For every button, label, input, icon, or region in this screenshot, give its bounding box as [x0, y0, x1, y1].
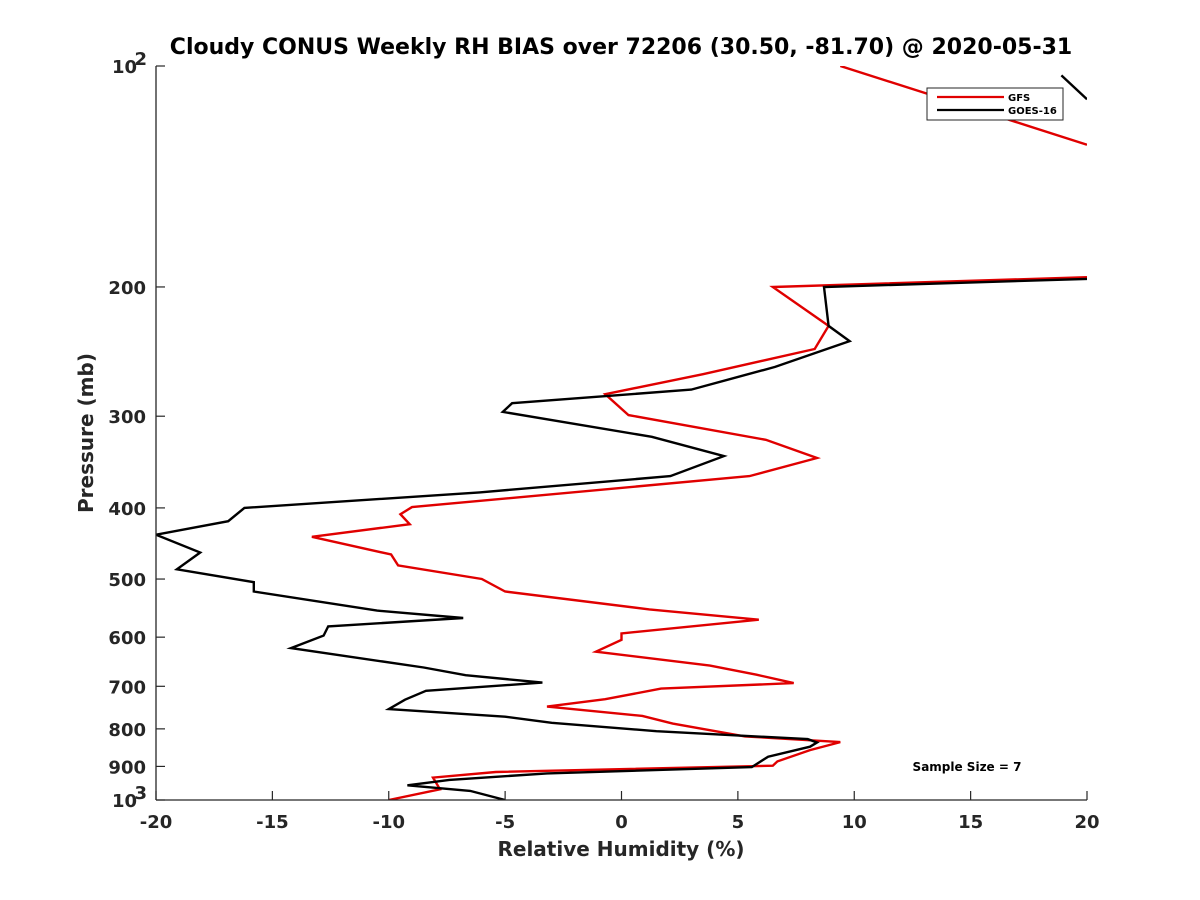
x-tick-label: 15	[958, 812, 983, 833]
y-tick-label: 10	[112, 57, 137, 78]
y-axis-label: Pressure (mb)	[74, 353, 98, 513]
x-tick-label: -10	[372, 812, 405, 833]
y-tick-label: 700	[108, 677, 146, 698]
y-tick-label: 10	[112, 791, 137, 812]
series-layer	[156, 66, 1087, 800]
y-tick-exponent: 2	[134, 49, 147, 70]
y-tick-label: 600	[108, 628, 146, 649]
axes-layer	[155, 66, 1087, 801]
series-line-gfs	[311, 276, 1087, 800]
y-tick-label: 300	[108, 407, 146, 428]
y-tick-label: 900	[108, 757, 146, 778]
x-tick-label: -20	[140, 812, 173, 833]
y-tick-label: 800	[108, 720, 146, 741]
x-tick-label: -15	[256, 812, 289, 833]
y-tick-label: 500	[108, 570, 146, 591]
x-tick-label: 20	[1074, 812, 1099, 833]
series-line-goes16	[156, 277, 1087, 800]
x-axis-label: Relative Humidity (%)	[497, 837, 744, 861]
x-tick-label: 0	[615, 812, 628, 833]
legend-label-goes16: GOES-16	[1008, 106, 1057, 117]
legend-label-gfs: GFS	[1008, 93, 1030, 104]
y-tick-label: 400	[108, 499, 146, 520]
x-tick-label: 5	[732, 812, 745, 833]
chart-title: Cloudy CONUS Weekly RH BIAS over 72206 (…	[170, 35, 1072, 60]
y-tick-exponent: 3	[134, 783, 147, 804]
sample-size-annotation: Sample Size = 7	[913, 760, 1022, 774]
x-tick-label: 10	[842, 812, 867, 833]
series-line-goes16-upper	[1060, 74, 1087, 101]
x-ticks: -20 -15 -10 -5 0 5 10 15 20	[140, 791, 1100, 833]
y-tick-label: 200	[108, 278, 146, 299]
legend: GFS GOES-16	[926, 87, 1064, 121]
x-tick-label: -5	[495, 812, 515, 833]
legend-box	[926, 87, 1064, 121]
